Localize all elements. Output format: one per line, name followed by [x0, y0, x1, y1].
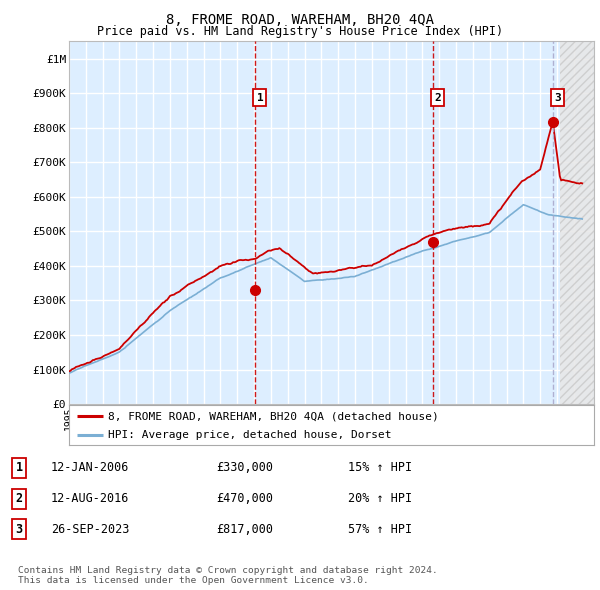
Text: HPI: Average price, detached house, Dorset: HPI: Average price, detached house, Dors…: [109, 430, 392, 440]
Text: 2: 2: [434, 93, 441, 103]
Text: £470,000: £470,000: [216, 492, 273, 505]
Text: 1: 1: [16, 461, 23, 474]
Text: 1: 1: [257, 93, 263, 103]
Text: 15% ↑ HPI: 15% ↑ HPI: [348, 461, 412, 474]
Text: 8, FROME ROAD, WAREHAM, BH20 4QA (detached house): 8, FROME ROAD, WAREHAM, BH20 4QA (detach…: [109, 411, 439, 421]
Text: 2: 2: [16, 492, 23, 505]
Bar: [560, 41, 594, 404]
Text: Contains HM Land Registry data © Crown copyright and database right 2024.
This d: Contains HM Land Registry data © Crown c…: [18, 566, 438, 585]
Text: 12-JAN-2006: 12-JAN-2006: [51, 461, 130, 474]
Text: 8, FROME ROAD, WAREHAM, BH20 4QA: 8, FROME ROAD, WAREHAM, BH20 4QA: [166, 13, 434, 27]
Text: 20% ↑ HPI: 20% ↑ HPI: [348, 492, 412, 505]
Text: 3: 3: [554, 93, 561, 103]
Text: 26-SEP-2023: 26-SEP-2023: [51, 523, 130, 536]
Text: 12-AUG-2016: 12-AUG-2016: [51, 492, 130, 505]
Text: £330,000: £330,000: [216, 461, 273, 474]
Text: 57% ↑ HPI: 57% ↑ HPI: [348, 523, 412, 536]
Text: £817,000: £817,000: [216, 523, 273, 536]
Text: Price paid vs. HM Land Registry's House Price Index (HPI): Price paid vs. HM Land Registry's House …: [97, 25, 503, 38]
Text: 3: 3: [16, 523, 23, 536]
